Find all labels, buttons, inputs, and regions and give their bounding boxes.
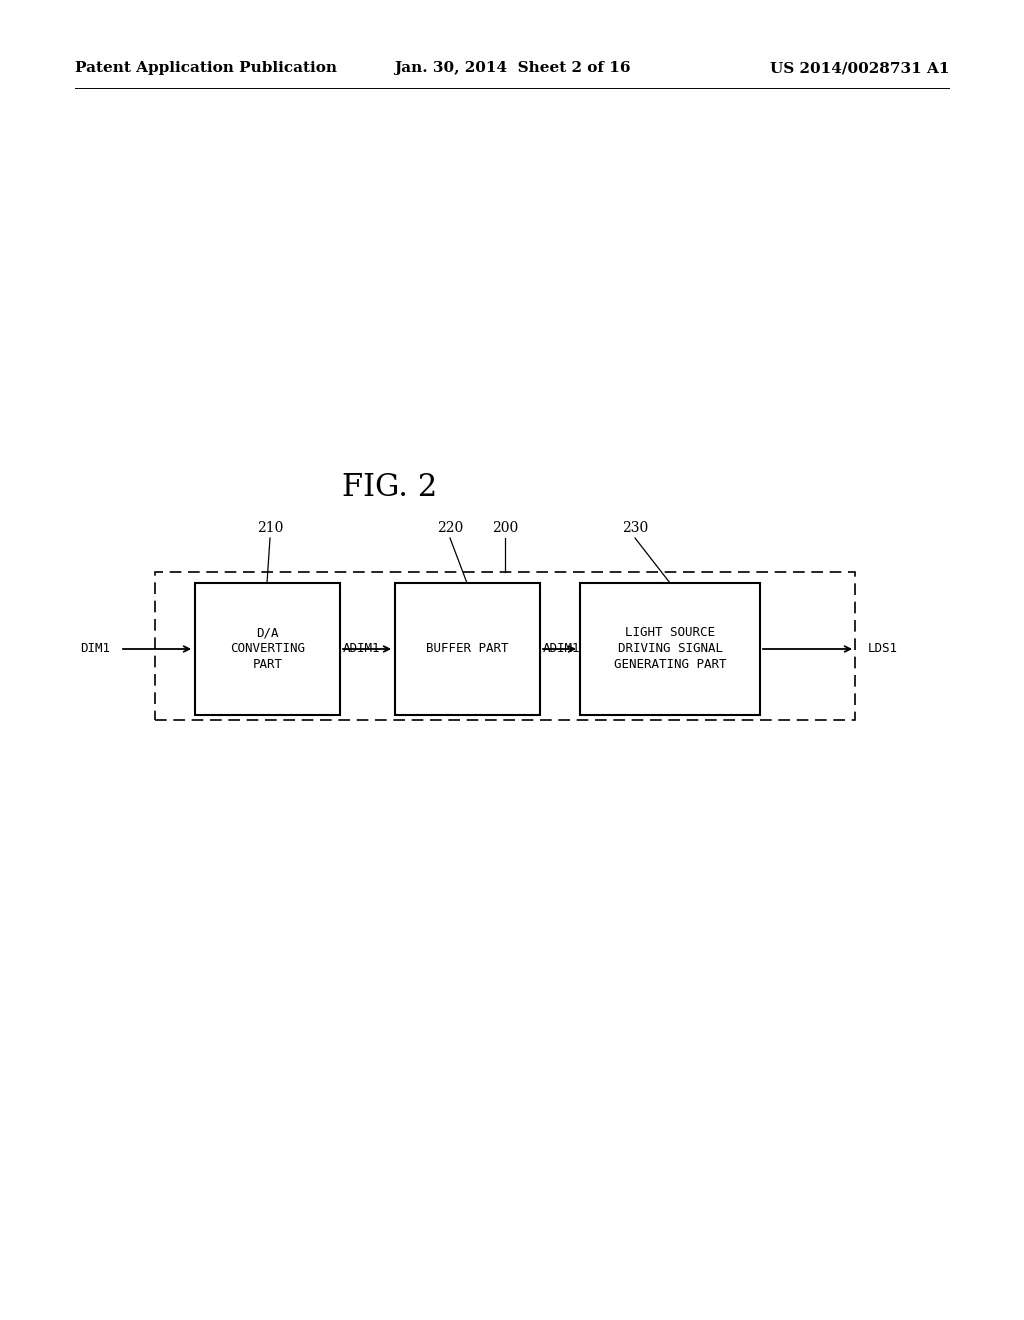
Text: Patent Application Publication: Patent Application Publication (75, 61, 337, 75)
Bar (155, 572, 855, 719)
Text: ADIM1: ADIM1 (543, 642, 581, 655)
Text: BUFFER PART: BUFFER PART (426, 643, 509, 656)
Bar (580, 583, 760, 715)
Text: DIM1: DIM1 (80, 642, 110, 655)
Text: ADIM1: ADIM1 (343, 642, 381, 655)
Text: D/A: D/A (256, 627, 279, 639)
Text: PART: PART (253, 659, 283, 672)
Text: US 2014/0028731 A1: US 2014/0028731 A1 (769, 61, 949, 75)
Text: LDS1: LDS1 (868, 642, 898, 655)
Text: CONVERTING: CONVERTING (230, 643, 305, 656)
Text: 200: 200 (492, 521, 518, 535)
Text: DRIVING SIGNAL: DRIVING SIGNAL (617, 643, 723, 656)
Text: LIGHT SOURCE: LIGHT SOURCE (625, 627, 715, 639)
Bar (195, 583, 340, 715)
Text: FIG. 2: FIG. 2 (342, 471, 437, 503)
Text: GENERATING PART: GENERATING PART (613, 659, 726, 672)
Text: Jan. 30, 2014  Sheet 2 of 16: Jan. 30, 2014 Sheet 2 of 16 (394, 61, 630, 75)
Text: 220: 220 (437, 521, 463, 535)
Text: 210: 210 (257, 521, 284, 535)
Bar (395, 583, 540, 715)
Text: 230: 230 (622, 521, 648, 535)
